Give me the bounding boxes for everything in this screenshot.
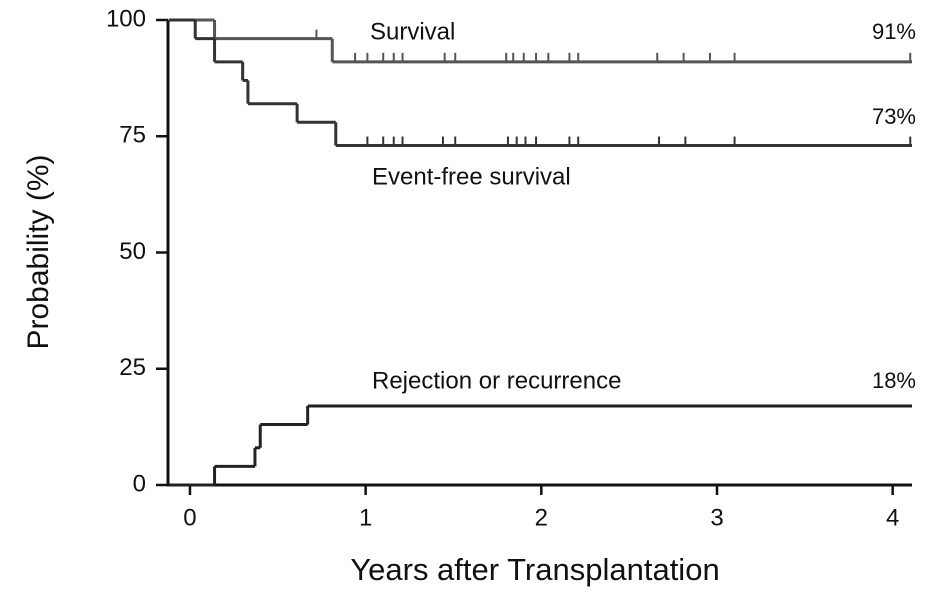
y-tick-label: 100: [106, 5, 146, 32]
y-tick-label: 50: [119, 238, 146, 265]
y-axis-title: Probability (%): [22, 154, 55, 349]
x-tick-label: 1: [359, 504, 372, 531]
x-tick-label: 0: [183, 504, 196, 531]
y-tick-label: 75: [119, 122, 146, 149]
end-label: 73%: [872, 104, 916, 129]
end-label: 18%: [872, 368, 916, 393]
x-axis-title: Years after Transplantation: [350, 552, 719, 587]
x-tick-label: 4: [886, 504, 899, 531]
y-tick-label: 0: [133, 470, 146, 497]
series-label: Event-free survival: [372, 163, 571, 190]
x-tick-label: 3: [710, 504, 723, 531]
x-tick-label: 2: [535, 504, 548, 531]
series-label: Survival: [370, 18, 455, 45]
y-tick-label: 25: [119, 354, 146, 381]
end-label: 91%: [872, 19, 916, 44]
series-label: Rejection or recurrence: [372, 367, 621, 394]
